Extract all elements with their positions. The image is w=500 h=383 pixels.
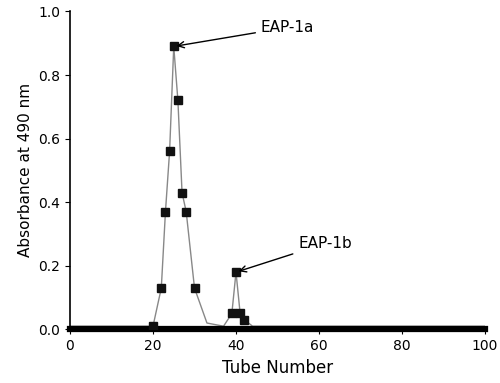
Y-axis label: Absorbance at 490 nm: Absorbance at 490 nm: [18, 83, 32, 257]
Text: EAP-1a: EAP-1a: [178, 20, 314, 48]
Text: EAP-1b: EAP-1b: [240, 236, 352, 272]
X-axis label: Tube Number: Tube Number: [222, 358, 333, 376]
